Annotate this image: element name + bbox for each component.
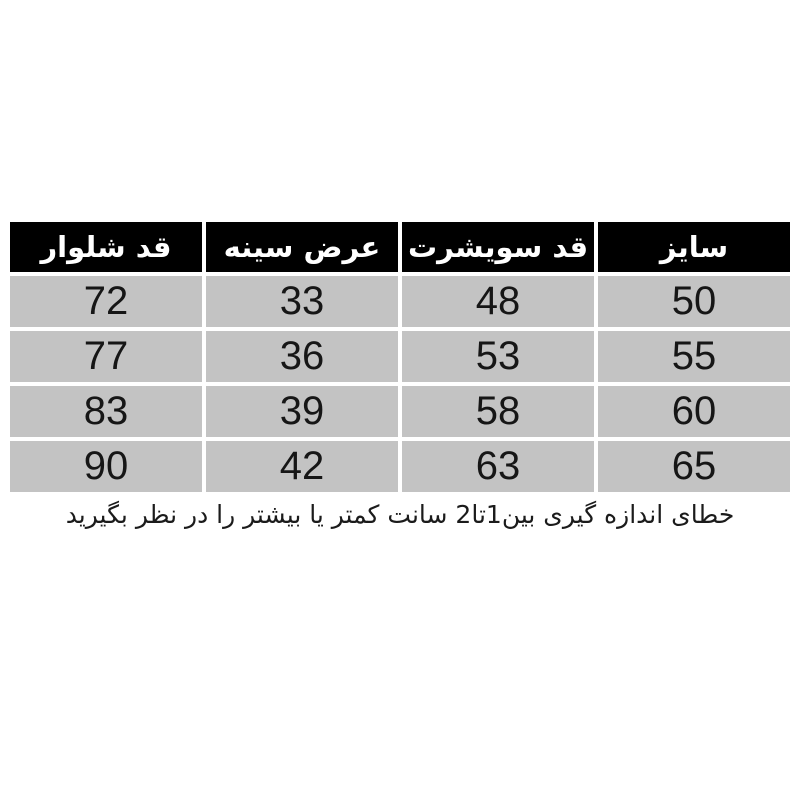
size-chart: سایز قد سویشرت عرض سینه قد شلوار 50 48 3… [6,218,794,496]
cell-chest-width: 39 [206,386,398,437]
table-row: 55 53 36 77 [10,331,790,382]
table-header-row: سایز قد سویشرت عرض سینه قد شلوار [10,222,790,272]
header-cell-chest-width: عرض سینه [206,222,398,272]
cell-pants-length: 77 [10,331,202,382]
cell-chest-width: 42 [206,441,398,492]
cell-chest-width: 36 [206,331,398,382]
header-cell-pants-length: قد شلوار [10,222,202,272]
measurement-note: خطای اندازه گیری بین1تا2 سانت کمتر یا بی… [65,500,735,529]
cell-size: 55 [598,331,790,382]
size-table: سایز قد سویشرت عرض سینه قد شلوار 50 48 3… [6,218,794,496]
cell-sweatshirt-length: 53 [402,331,594,382]
cell-pants-length: 90 [10,441,202,492]
cell-sweatshirt-length: 48 [402,276,594,327]
header-cell-sweatshirt-length: قد سویشرت [402,222,594,272]
cell-size: 60 [598,386,790,437]
cell-size: 65 [598,441,790,492]
size-table-body: 50 48 33 72 55 53 36 77 60 58 39 83 65 6… [10,276,790,492]
header-cell-size: سایز [598,222,790,272]
size-table-header: سایز قد سویشرت عرض سینه قد شلوار [10,222,790,272]
cell-pants-length: 72 [10,276,202,327]
table-row: 60 58 39 83 [10,386,790,437]
table-row: 50 48 33 72 [10,276,790,327]
cell-chest-width: 33 [206,276,398,327]
cell-pants-length: 83 [10,386,202,437]
cell-sweatshirt-length: 58 [402,386,594,437]
table-row: 65 63 42 90 [10,441,790,492]
cell-sweatshirt-length: 63 [402,441,594,492]
cell-size: 50 [598,276,790,327]
